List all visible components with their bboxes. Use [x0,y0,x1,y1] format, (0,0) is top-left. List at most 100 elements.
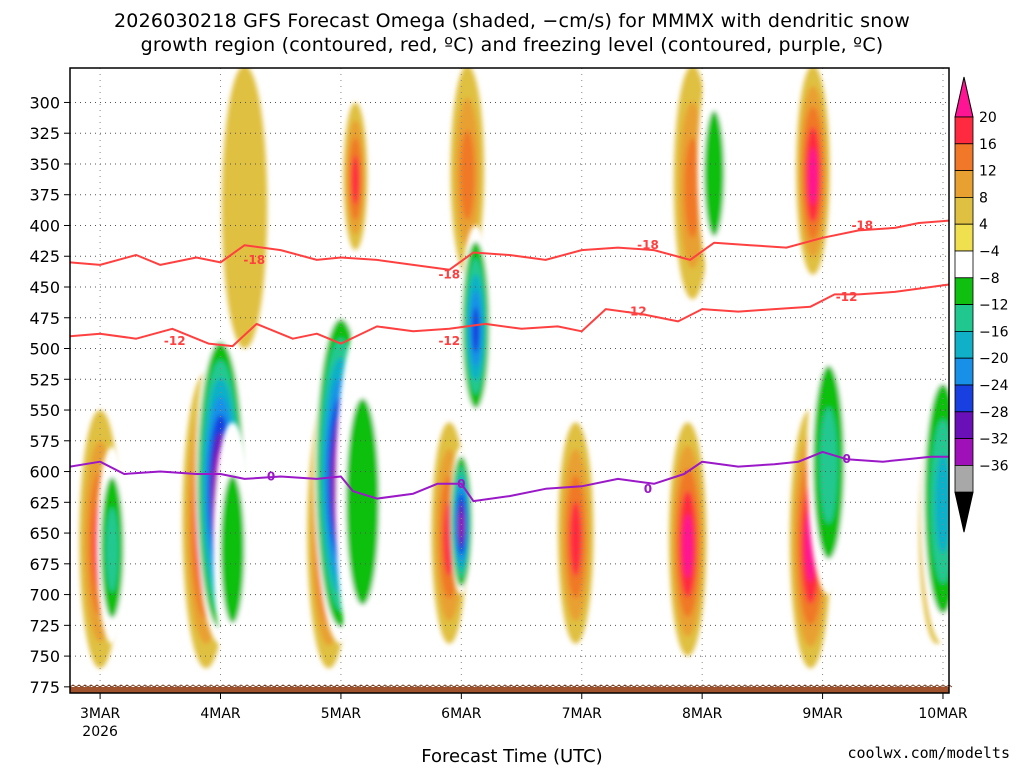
colorbar-segment [954,304,974,332]
x-tick-label: 8MAR [682,706,723,722]
colorbar-label: 12 [979,164,997,180]
y-tick-label: 375 [29,186,60,205]
contour-label-9: 0 [457,477,465,491]
contour-label-10: 0 [644,482,652,496]
omega-blob-level [460,130,475,220]
y-tick-label: 750 [29,647,60,666]
omega-blob-level [682,514,693,578]
y-tick-label: 550 [29,401,60,420]
plot-frame [69,67,950,694]
y-tick-label: 450 [29,278,60,297]
colorbar-segment [954,170,974,198]
y-tick-label: 725 [29,616,60,635]
colorbar-label: 8 [979,190,988,206]
y-tick-label: 525 [29,370,60,389]
omega-blob-level [819,407,838,524]
omega-blob-8 [343,102,368,251]
contour-label-0: -18 [243,253,265,267]
contour-label-8: 0 [267,469,275,483]
colorbar-segment [954,223,974,252]
colorbar-label: 20 [979,110,997,126]
x-tick-label: 3MAR [80,706,121,722]
colorbar-segment [954,438,974,466]
omega-blob-21 [806,323,851,595]
contour-label-5: -12 [438,334,460,348]
x-tick-label: 5MAR [321,706,362,722]
x-axis: 3MAR 4MAR 5MAR 6MAR 7MAR 8MAR 9MAR 10MAR 2026 [80,693,968,740]
plot-border [69,67,950,694]
colorbar-segment [954,143,974,172]
omega-blob-4 [212,422,253,669]
y-tick-label: 300 [29,93,60,112]
omega-blob-level [704,110,725,237]
contour-label-11: 0 [842,452,850,466]
omega-blob-level [220,475,245,624]
colorbar: 20 16 12 8 4 −4 −8 −12 −16 −20 −24 −28 −32 −36 [954,76,1009,533]
omega-blob-level [105,507,119,593]
y-axis: 300 325 350 375 400 425 450 475 500 525 550 575 600 6… [29,93,70,697]
colorbar-segment [954,250,974,279]
contour-label-3: -18 [851,218,873,232]
colorbar-segment [954,411,974,439]
chart-title-line-1: 2026030218 GFS Forecast Omega (shaded, −… [114,10,910,32]
x-tick-label: 10MAR [918,706,967,722]
y-tick-label: 775 [29,678,60,697]
omega-blob-1 [96,446,128,644]
y-tick-label: 325 [29,124,60,143]
colorbar-segment [954,330,974,359]
colorbar-label: −4 [979,244,1000,260]
colorbar-label: −8 [979,271,1000,287]
terrain-strip [69,684,953,693]
omega-blob-12 [450,68,485,275]
x-tick-label: 7MAR [562,706,603,722]
y-tick-label: 500 [29,340,60,359]
omega-blob-level [459,512,464,539]
credit-text: coolwx.com/modelts [847,744,1010,762]
x-tick-label: 4MAR [200,706,241,722]
colorbar-segment [954,196,974,225]
x-tick-label: 6MAR [441,706,482,722]
colorbar-label: −12 [979,298,1009,314]
contour-label-2: -18 [637,238,659,252]
omega-blob-level [567,68,609,324]
y-tick-label: 675 [29,555,60,574]
colorbar-segment [954,357,974,386]
omega-blob-5 [221,68,268,349]
omega-blob-20 [796,68,830,275]
colorbar-segment [954,384,974,413]
y-tick-label: 700 [29,586,60,605]
y-tick-label: 475 [29,309,60,328]
colorbar-segment [954,464,974,493]
omega-blob-18 [697,68,731,275]
contour-label-4: -12 [164,334,186,348]
colorbar-label: −28 [979,405,1009,421]
grid-lines [70,68,949,693]
y-tick-label: 650 [29,524,60,543]
colorbar-label: −16 [979,324,1009,340]
contour-label-6: -12 [625,305,647,319]
omega-blob-9 [335,323,391,669]
y-tick-label: 400 [29,216,60,235]
omega-blob-level [346,398,380,606]
omega-blob-level [808,147,818,205]
colorbar-label: 16 [979,137,997,153]
contour-labels: -18 -18 -18 -18 -12 -12 -12 -12 0 0 0 0 [164,218,873,495]
contour-label-7: -12 [836,290,858,304]
colorbar-segment [954,277,974,305]
omega-blob-level [569,502,582,576]
omega-blob-15 [567,68,609,324]
omega-blob-23 [919,348,949,644]
y-tick-label: 425 [29,247,60,266]
colorbar-label: −32 [979,432,1009,448]
x-tick-year: 2026 [82,724,118,740]
x-axis-label: Forecast Time (UTC) [421,746,603,767]
omega-blob-level [221,68,268,349]
omega-blob-level [472,307,480,353]
colorbar-label: −36 [979,458,1009,474]
omega-blob-level [935,454,949,554]
colorbar-segment [954,116,974,145]
colorbar-label: 4 [979,217,988,233]
contour-line-1 [70,283,949,348]
contour-line-0 [70,219,949,271]
